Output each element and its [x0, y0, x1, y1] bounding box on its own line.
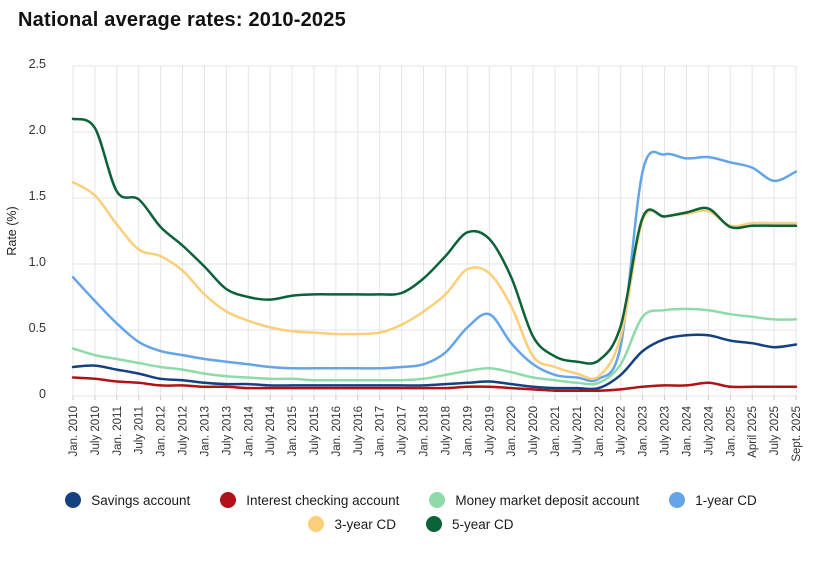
x-axis-tick-label: Jan. 2022	[594, 406, 606, 457]
legend-row: Savings account Interest checking account…	[0, 492, 822, 508]
series-line-interest-checking-account	[71, 376, 798, 393]
series-line-5-year-cd	[71, 117, 798, 365]
x-axis-tick-label: Jan. 2013	[199, 406, 211, 457]
x-axis-tick-label: Jan. 2010	[68, 406, 80, 457]
x-axis-tick-label: July 2024	[703, 405, 715, 455]
legend-dot-icon	[426, 516, 442, 532]
legend-dot-icon	[65, 492, 82, 508]
legend-dot-icon	[669, 492, 686, 508]
x-axis-tick-label: Jan. 2023	[638, 406, 650, 457]
chart-title: National average rates: 2010-2025	[18, 9, 346, 31]
x-axis-tick-label: July 2023	[660, 406, 672, 455]
x-axis-tick-label: July 2011	[134, 406, 146, 454]
x-axis-tick-label: Jan. 2019	[462, 406, 474, 457]
x-axis-tick-label: Jan. 2012	[156, 406, 168, 457]
legend-item-interest-checking-account[interactable]: Interest checking account	[220, 492, 399, 508]
x-axis-tick-label: July 2017	[397, 406, 409, 455]
y-axis-title: Rate (%)	[5, 206, 19, 255]
x-axis-tick-label: July 2014	[265, 405, 277, 455]
legend-dot-icon	[308, 516, 325, 532]
x-axis: Jan. 2010 July 2010 Jan. 2011 July 2011 Jan.…	[68, 396, 803, 462]
horizontal-gridlines: 0 0.5 1.0 1.5 2.0 2.5	[29, 57, 796, 401]
legend-item-5-year-cd[interactable]: 5-year CD	[426, 516, 514, 532]
x-axis-tick-label: Jan. 2024	[681, 405, 693, 456]
x-axis-tick-label: July 2022	[616, 406, 628, 455]
x-axis-tick-label: Jan. 2017	[375, 406, 387, 457]
x-axis-tick-label: July 2019	[484, 406, 496, 455]
x-axis-tick-label: July 2016	[353, 406, 365, 455]
y-axis-tick-label: 1.0	[29, 255, 46, 269]
x-axis-tick-label: Jan. 2021	[550, 406, 562, 457]
x-axis-tick-label: Sept. 2025	[791, 406, 803, 462]
y-axis-tick-label: 0.5	[29, 321, 46, 335]
legend-item-3-year-cd[interactable]: 3-year CD	[308, 516, 396, 532]
legend-label: 5-year CD	[452, 516, 514, 532]
x-axis-tick-label: April 2025	[747, 406, 759, 458]
chart-legend: Savings account Interest checking account…	[0, 492, 822, 532]
y-axis-tick-label: 1.5	[29, 189, 46, 203]
x-axis-tick-label: July 2018	[440, 406, 452, 455]
x-axis-tick-label: July 2013	[221, 406, 233, 455]
y-axis-tick-label: 2.5	[29, 57, 46, 71]
legend-dot-icon	[429, 492, 446, 508]
y-axis-tick-label: 2.0	[29, 123, 46, 137]
legend-row: 3-year CD 5-year CD	[0, 516, 822, 532]
legend-item-savings-account[interactable]: Savings account	[65, 492, 190, 508]
vertical-gridlines	[72, 66, 797, 396]
legend-label: 3-year CD	[334, 516, 396, 532]
y-axis-tick-label: 0	[39, 387, 46, 401]
x-axis-tick-label: July 2021	[572, 406, 584, 455]
x-axis-tick-label: Jan. 2018	[419, 406, 431, 457]
x-axis-tick-label: July 2025	[769, 406, 781, 455]
x-axis-tick-label: Jan. 2020	[506, 406, 518, 457]
legend-item-1-year-cd[interactable]: 1-year CD	[669, 492, 757, 508]
series-line-money-market-deposit-account	[71, 307, 798, 386]
legend-dot-icon	[220, 492, 237, 508]
x-axis-tick-label: July 2010	[90, 406, 102, 455]
series-line-savings-account	[71, 333, 798, 391]
series-line-1-year-cd	[71, 150, 798, 383]
x-axis-tick-label: Jan. 2014	[243, 405, 255, 456]
x-axis-tick-label: Jan. 2016	[331, 406, 343, 457]
x-axis-tick-label: July 2012	[178, 406, 190, 455]
legend-label: Savings account	[91, 492, 191, 508]
legend-label: Interest checking account	[246, 492, 400, 508]
x-axis-tick-label: July 2015	[309, 406, 321, 455]
legend-item-money-market-deposit-account[interactable]: Money market deposit account	[429, 492, 639, 508]
legend-label: Money market deposit account	[455, 492, 640, 508]
x-axis-tick-label: Jan. 2025	[725, 406, 737, 457]
x-axis-tick-label: Jan. 2011	[112, 406, 124, 456]
legend-label: 1-year CD	[695, 492, 757, 508]
x-axis-tick-label: July 2020	[528, 406, 540, 455]
x-axis-tick-label: Jan. 2015	[287, 406, 299, 457]
